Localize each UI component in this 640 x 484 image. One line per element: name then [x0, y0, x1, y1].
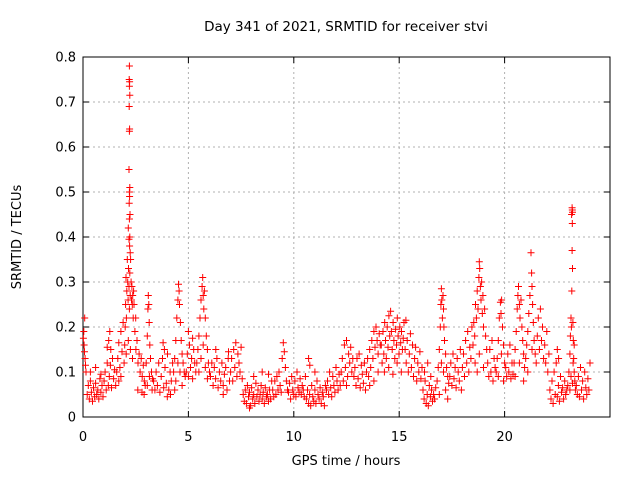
x-axis-label: GPS time / hours — [292, 454, 401, 469]
y-axis-label: SRMTID / TECUs — [10, 185, 25, 290]
y-tick-label: 0.6 — [55, 141, 76, 156]
x-tick-label: 0 — [79, 430, 87, 445]
y-tick-label: 0.1 — [55, 366, 76, 381]
y-tick-label: 0.7 — [55, 96, 76, 111]
y-tick-label: 0 — [68, 411, 76, 426]
y-tick-label: 0.8 — [55, 51, 76, 66]
y-tick-label: 0.2 — [55, 321, 76, 336]
y-tick-label: 0.3 — [55, 276, 76, 291]
x-tick-label: 10 — [286, 430, 303, 445]
y-axis-tick-labels: 0 0.1 0.2 0.3 0.4 0.5 0.6 0.7 0.8 — [55, 51, 76, 426]
y-tick-label: 0.4 — [55, 231, 76, 246]
x-tick-label: 15 — [391, 430, 408, 445]
x-tick-label: 20 — [496, 430, 513, 445]
gridlines — [83, 57, 610, 417]
chart-title: Day 341 of 2021, SRMTID for receiver stv… — [204, 19, 488, 35]
scatter-points — [79, 62, 594, 412]
y-tick-label: 0.5 — [55, 186, 76, 201]
x-axis-tick-labels: 0 5 10 15 20 — [79, 430, 513, 445]
x-tick-label: 5 — [184, 430, 192, 445]
